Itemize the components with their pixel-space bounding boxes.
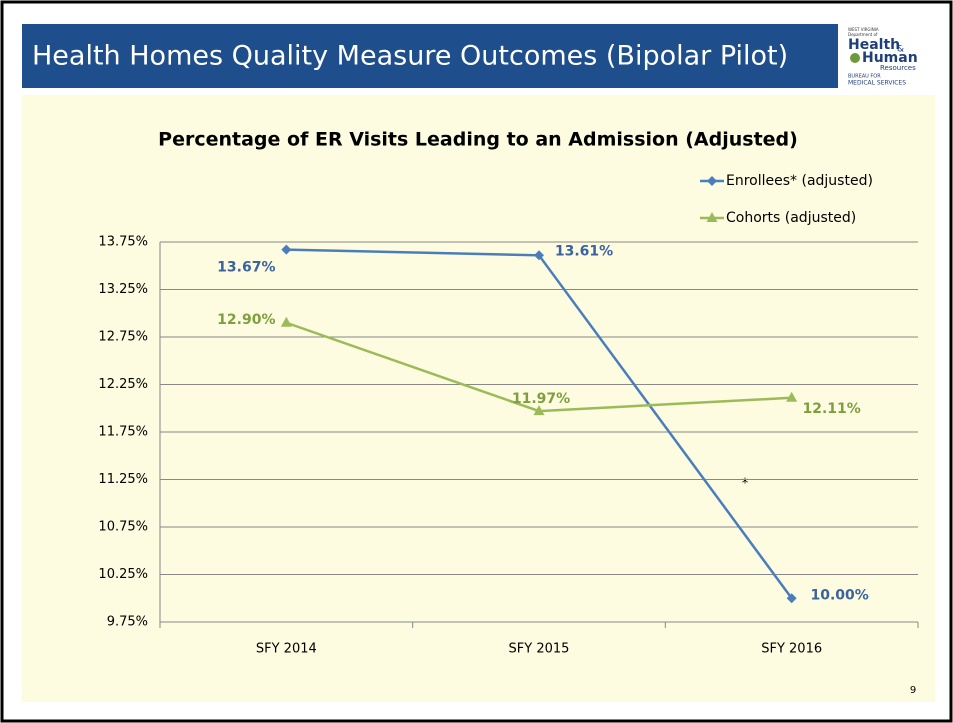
- data-label: 13.67%: [217, 260, 275, 276]
- data-point: [533, 405, 545, 416]
- y-tick-label: 11.75%: [98, 425, 148, 440]
- data-label: 12.90%: [217, 312, 275, 328]
- logo-text: BUREAU FOR: [848, 74, 881, 80]
- logo-text: WEST VIRGINIA: [848, 27, 879, 32]
- header-title: Health Homes Quality Measure Outcomes (B…: [32, 41, 788, 72]
- data-label: 12.11%: [803, 401, 861, 417]
- logo-globe: [850, 53, 860, 63]
- y-tick-label: 13.75%: [98, 235, 148, 250]
- logo-text: Resources: [880, 64, 916, 72]
- y-tick-label: 13.25%: [98, 282, 148, 297]
- data-point: [706, 212, 718, 222]
- chart-title: Percentage of ER Visits Leading to an Ad…: [158, 129, 798, 151]
- logo-text: Department of: [848, 32, 878, 37]
- y-tick-label: 11.25%: [98, 472, 148, 487]
- x-tick-label: SFY 2015: [509, 642, 570, 657]
- legend-label: Cohorts (adjusted): [726, 210, 856, 226]
- y-tick-label: 10.75%: [98, 520, 148, 535]
- y-tick-label: 12.75%: [98, 330, 148, 345]
- data-point: [281, 244, 292, 255]
- x-tick-label: SFY 2014: [256, 642, 317, 657]
- data-label: 11.97%: [512, 391, 570, 407]
- logo-text: &: [897, 45, 904, 55]
- data-label: 13.61%: [555, 243, 613, 259]
- legend-label: Enrollees* (adjusted): [726, 173, 873, 189]
- data-point: [280, 316, 292, 327]
- data-point: [786, 593, 797, 604]
- page-number: 9: [910, 685, 916, 696]
- logo: WEST VIRGINIA Department of Health & Hum…: [848, 27, 918, 87]
- data-point: [786, 391, 798, 402]
- logo-text: MEDICAL SERVICES: [848, 80, 906, 87]
- annotation: *: [742, 477, 749, 492]
- data-point: [707, 176, 717, 186]
- y-tick-label: 10.25%: [98, 567, 148, 582]
- y-tick-label: 12.25%: [98, 377, 148, 392]
- data-label: 10.00%: [811, 587, 869, 603]
- logo-text: Health: [848, 37, 900, 53]
- logo-text: Human: [862, 50, 918, 66]
- data-point: [534, 250, 544, 261]
- header-bar: [22, 24, 838, 88]
- y-tick-label: 9.75%: [107, 615, 148, 630]
- x-tick-label: SFY 2016: [761, 642, 822, 657]
